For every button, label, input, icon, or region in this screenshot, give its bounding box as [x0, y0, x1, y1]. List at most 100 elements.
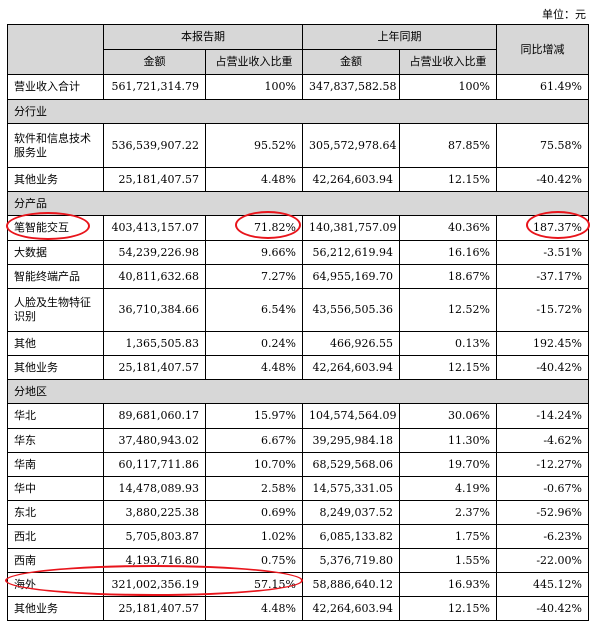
- prior-amount: 5,376,719.80: [302, 548, 400, 573]
- prior-amount: 8,249,037.52: [302, 500, 400, 525]
- prior-share: 19.70%: [399, 452, 497, 477]
- row-label: 笔智能交互: [7, 215, 104, 241]
- header-amount: 金额: [103, 49, 206, 75]
- current-amount: 40,811,632.68: [103, 264, 206, 289]
- prior-share: 12.15%: [399, 167, 497, 192]
- yoy-change: -0.67%: [496, 476, 589, 501]
- prior-share: 100%: [399, 74, 497, 100]
- table-row: 东北 3,880,225.38 0.69% 8,249,037.52 2.37%…: [7, 500, 589, 525]
- prior-amount: 104,574,564.09: [302, 403, 400, 429]
- prior-share: 2.37%: [399, 500, 497, 525]
- yoy-change: 445.12%: [496, 572, 589, 597]
- current-share: 4.48%: [205, 596, 303, 621]
- row-label: 华南: [7, 452, 104, 477]
- total-row: 营业收入合计 561,721,314.79 100% 347,837,582.5…: [7, 74, 589, 100]
- yoy-change: -3.51%: [496, 240, 589, 265]
- current-amount: 25,181,407.57: [103, 167, 206, 192]
- prior-share: 11.30%: [399, 428, 497, 453]
- current-amount: 321,002,356.19: [103, 572, 206, 597]
- row-label: 华东: [7, 428, 104, 453]
- header-prior-amount: 金额: [302, 49, 400, 75]
- prior-amount: 43,556,505.36: [302, 288, 400, 332]
- prior-share: 12.15%: [399, 596, 497, 621]
- current-amount: 561,721,314.79: [103, 74, 206, 100]
- table-row: 其他 1,365,505.83 0.24% 466,926.55 0.13% 1…: [7, 331, 589, 356]
- section-region: 分地区: [7, 379, 589, 404]
- current-share: 6.67%: [205, 428, 303, 453]
- current-share: 4.48%: [205, 355, 303, 380]
- table-row: 软件和信息技术服务业 536,539,907.22 95.52% 305,572…: [7, 123, 589, 168]
- prior-share: 18.67%: [399, 264, 497, 289]
- row-label: 营业收入合计: [7, 74, 104, 100]
- row-label: 其他: [7, 331, 104, 356]
- current-share: 1.02%: [205, 524, 303, 549]
- current-amount: 54,239,226.98: [103, 240, 206, 265]
- header-revenue-share: 占营业收入比重: [205, 49, 303, 75]
- table-row: 海外 321,002,356.19 57.15% 58,886,640.12 1…: [7, 572, 589, 597]
- section-label: 分产品: [7, 191, 589, 216]
- yoy-change: -4.62%: [496, 428, 589, 453]
- header-row-sub: 金额 占营业收入比重 金额 占营业收入比重: [8, 49, 589, 75]
- prior-share: 30.06%: [399, 403, 497, 429]
- revenue-breakdown-table: 本报告期 上年同期 同比增减 金额 占营业收入比重 金额 占营业收入比重 营业收…: [7, 24, 589, 621]
- current-share: 71.82%: [205, 215, 303, 241]
- current-share: 2.58%: [205, 476, 303, 501]
- yoy-change: -40.42%: [496, 355, 589, 380]
- prior-share: 12.15%: [399, 355, 497, 380]
- current-share: 6.54%: [205, 288, 303, 332]
- current-amount: 536,539,907.22: [103, 123, 206, 168]
- table-row: 大数据 54,239,226.98 9.66% 56,212,619.94 16…: [7, 240, 589, 265]
- current-share: 0.24%: [205, 331, 303, 356]
- header-prior-revenue-share: 占营业收入比重: [399, 49, 497, 75]
- current-amount: 37,480,943.02: [103, 428, 206, 453]
- row-label: 西北: [7, 524, 104, 549]
- prior-share: 12.52%: [399, 288, 497, 332]
- current-amount: 36,710,384.66: [103, 288, 206, 332]
- prior-amount: 68,529,568.06: [302, 452, 400, 477]
- header-current-period: 本报告期: [103, 24, 303, 50]
- prior-share: 1.75%: [399, 524, 497, 549]
- current-share: 95.52%: [205, 123, 303, 168]
- row-label: 海外: [7, 572, 104, 597]
- prior-amount: 347,837,582.58: [302, 74, 400, 100]
- prior-share: 4.19%: [399, 476, 497, 501]
- yoy-change: 61.49%: [496, 74, 589, 100]
- prior-share: 0.13%: [399, 331, 497, 356]
- current-amount: 89,681,060.17: [103, 403, 206, 429]
- header-prior-period: 上年同期: [302, 24, 497, 50]
- row-label: 其他业务: [7, 355, 104, 380]
- yoy-change: -37.17%: [496, 264, 589, 289]
- current-share: 7.27%: [205, 264, 303, 289]
- current-amount: 25,181,407.57: [103, 355, 206, 380]
- current-share: 0.69%: [205, 500, 303, 525]
- row-label: 其他业务: [7, 167, 104, 192]
- prior-amount: 42,264,603.94: [302, 596, 400, 621]
- current-share: 15.97%: [205, 403, 303, 429]
- current-amount: 403,413,157.07: [103, 215, 206, 241]
- prior-share: 16.93%: [399, 572, 497, 597]
- prior-amount: 466,926.55: [302, 331, 400, 356]
- yoy-change: -12.27%: [496, 452, 589, 477]
- table-row: 其他业务 25,181,407.57 4.48% 42,264,603.94 1…: [7, 596, 589, 621]
- row-label: 东北: [7, 500, 104, 525]
- prior-share: 40.36%: [399, 215, 497, 241]
- yoy-change: -14.24%: [496, 403, 589, 429]
- current-amount: 14,478,089.93: [103, 476, 206, 501]
- prior-amount: 42,264,603.94: [302, 355, 400, 380]
- current-amount: 25,181,407.57: [103, 596, 206, 621]
- prior-amount: 56,212,619.94: [302, 240, 400, 265]
- current-share: 0.75%: [205, 548, 303, 573]
- prior-amount: 14,575,331.05: [302, 476, 400, 501]
- prior-amount: 58,886,640.12: [302, 572, 400, 597]
- prior-share: 16.16%: [399, 240, 497, 265]
- prior-amount: 42,264,603.94: [302, 167, 400, 192]
- yoy-change: -22.00%: [496, 548, 589, 573]
- prior-amount: 64,955,169.70: [302, 264, 400, 289]
- table-row: 华北 89,681,060.17 15.97% 104,574,564.09 3…: [7, 403, 589, 429]
- table-row: 华东 37,480,943.02 6.67% 39,295,984.18 11.…: [7, 428, 589, 453]
- header-yoy-change: 同比增减: [496, 24, 589, 75]
- unit-label: 单位：元: [542, 8, 586, 21]
- table-row: 笔智能交互 403,413,157.07 71.82% 140,381,757.…: [7, 215, 589, 241]
- yoy-change: -40.42%: [496, 596, 589, 621]
- section-label: 分行业: [7, 99, 589, 124]
